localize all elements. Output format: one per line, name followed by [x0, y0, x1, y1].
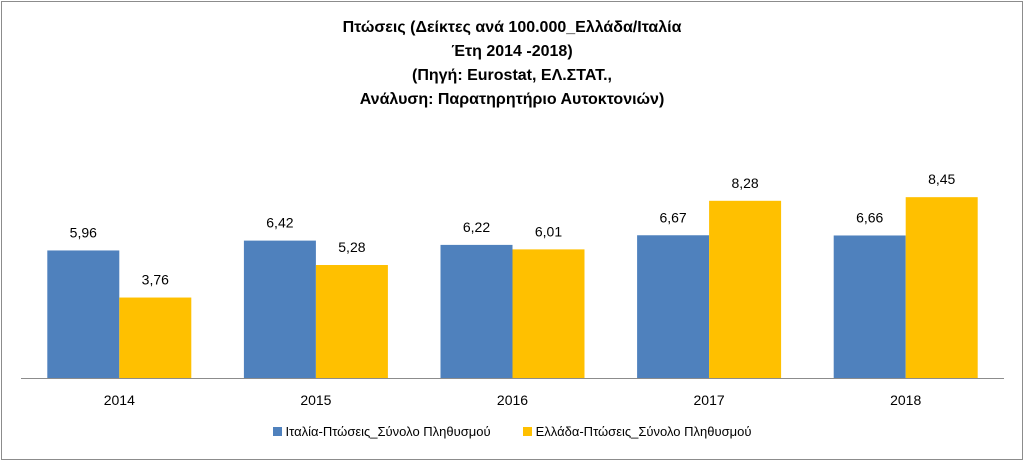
data-label-greece-2017: 8,28 [731, 175, 758, 191]
data-label-greece-2018: 8,45 [928, 171, 955, 187]
x-tick-label-2016: 2016 [497, 392, 528, 408]
bar-greece-2016 [512, 249, 585, 378]
chart-legend: Ιταλία-Πτώσεις_Σύνολο Πληθυσμού Ελλάδα-Π… [0, 424, 1024, 439]
x-tick-label-2017: 2017 [694, 392, 725, 408]
x-tick-label-2015: 2015 [300, 392, 331, 408]
x-tick-label-2018: 2018 [890, 392, 921, 408]
bar-italy-2018 [833, 235, 906, 378]
data-label-italy-2017: 6,67 [659, 209, 686, 225]
bar-greece-2018 [905, 197, 978, 378]
data-label-italy-2014: 5,96 [70, 224, 97, 240]
legend-swatch-italy [272, 427, 282, 436]
title-line-1: Πτώσεις (Δείκτες ανά 100.000_Ελλάδα/Ιταλ… [342, 19, 682, 36]
data-label-italy-2015: 6,42 [266, 215, 293, 231]
data-label-italy-2018: 6,66 [856, 209, 883, 225]
legend-label-italy: Ιταλία-Πτώσεις_Σύνολο Πληθυσμού [285, 424, 491, 439]
bar-italy-2014 [47, 250, 120, 378]
data-label-greece-2016: 6,01 [535, 223, 562, 239]
x-tick-label-2014: 2014 [104, 392, 135, 408]
data-label-greece-2014: 3,76 [142, 272, 169, 288]
title-line-2: Έτη 2014 -2018) [451, 43, 573, 60]
legend-swatch-greece [522, 427, 532, 436]
bar-italy-2015 [243, 240, 316, 378]
legend-item-greece: Ελλάδα-Πτώσεις_Σύνολο Πληθυσμού [522, 424, 752, 439]
title-line-4: Ανάλυση: Παρατηρητήριο Αυτοκτονιών) [359, 91, 665, 108]
bar-greece-2015 [315, 265, 388, 378]
bar-greece-2017 [709, 200, 782, 378]
chart-title: Πτώσεις (Δείκτες ανά 100.000_Ελλάδα/Ιταλ… [0, 16, 1024, 112]
bar-italy-2016 [440, 244, 513, 378]
legend-label-greece: Ελλάδα-Πτώσεις_Σύνολο Πληθυσμού [535, 424, 752, 439]
bar-italy-2017 [637, 235, 710, 378]
title-line-3: (Πηγή: Eurostat, ΕΛ.ΣΤΑΤ., [412, 67, 612, 84]
data-label-greece-2015: 5,28 [338, 239, 365, 255]
data-label-italy-2016: 6,22 [463, 219, 490, 235]
legend-item-italy: Ιταλία-Πτώσεις_Σύνολο Πληθυσμού [272, 424, 491, 439]
bar-greece-2014 [119, 297, 192, 378]
